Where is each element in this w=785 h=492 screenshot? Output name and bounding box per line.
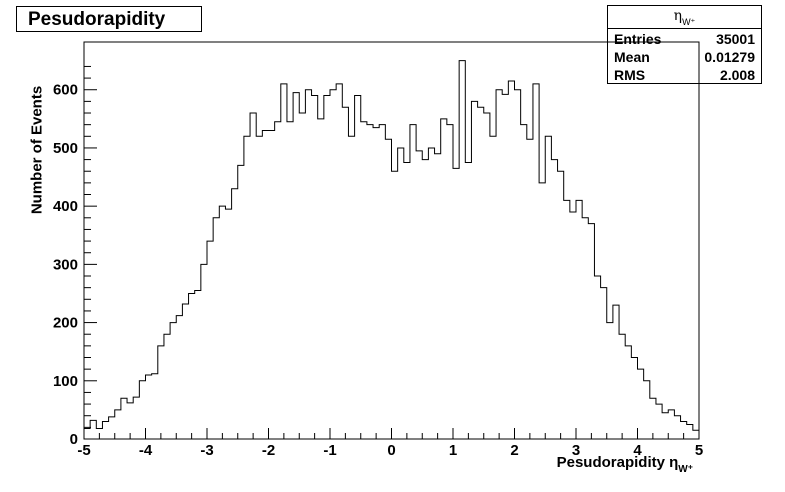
y-tick-label: 100 (53, 373, 78, 390)
x-axis: -5 -4 -3 -2 -1 0 1 2 3 4 5 (77, 428, 703, 459)
stats-value: 0.01279 (704, 49, 755, 65)
x-tick-label: 0 (387, 442, 395, 459)
x-axis-label: Pesudorapidity ηW⁺ (556, 454, 693, 475)
stats-header: ηW⁺ (608, 6, 761, 29)
y-axis: 0 100 200 300 400 500 600 (53, 65, 97, 448)
x-tick-label: 3 (572, 442, 580, 459)
stats-row-mean: Mean 0.01279 (614, 49, 755, 67)
x-tick-label: -1 (323, 442, 336, 459)
histogram-line (84, 60, 699, 431)
x-axis-label-text: Pesudorapidity η (556, 454, 679, 471)
y-tick-label: 300 (53, 256, 78, 273)
y-axis-label: Number of Events (28, 85, 46, 215)
y-tick-label: 600 (53, 82, 78, 99)
y-tick-label: 200 (53, 315, 78, 332)
x-tick-label: 2 (510, 442, 518, 459)
plot-frame (83, 41, 700, 440)
y-tick-label: 400 (53, 198, 78, 215)
x-tick-label: 5 (695, 442, 703, 459)
chart-title: Pesudorapidity (28, 9, 166, 30)
x-tick-label: -2 (262, 442, 275, 459)
x-tick-label: -4 (139, 442, 153, 459)
x-axis-label-subscript: W⁺ (678, 464, 693, 475)
stats-row-entries: Entries 35001 (614, 31, 755, 49)
x-tick-label: 1 (449, 442, 457, 459)
stats-row-rms: RMS 2.008 (614, 67, 755, 85)
y-tick-label: 500 (53, 140, 78, 157)
stats-value: 2.008 (719, 67, 755, 83)
stats-header-subscript: W⁺ (682, 17, 696, 27)
stats-key: RMS (614, 67, 646, 83)
x-tick-label: -3 (200, 442, 213, 459)
stats-header-symbol: η (673, 8, 683, 24)
chart-title-box: Pesudorapidity (16, 6, 202, 32)
x-tick-label: 4 (633, 442, 642, 459)
stats-box: ηW⁺ Entries 35001 Mean 0.01279 RMS 2.008 (607, 5, 762, 84)
x-tick-label: -5 (77, 442, 90, 459)
stats-key: Entries (614, 31, 662, 47)
stats-key: Mean (614, 49, 650, 65)
y-tick-label: 0 (70, 431, 78, 448)
stats-value: 35001 (716, 31, 755, 47)
